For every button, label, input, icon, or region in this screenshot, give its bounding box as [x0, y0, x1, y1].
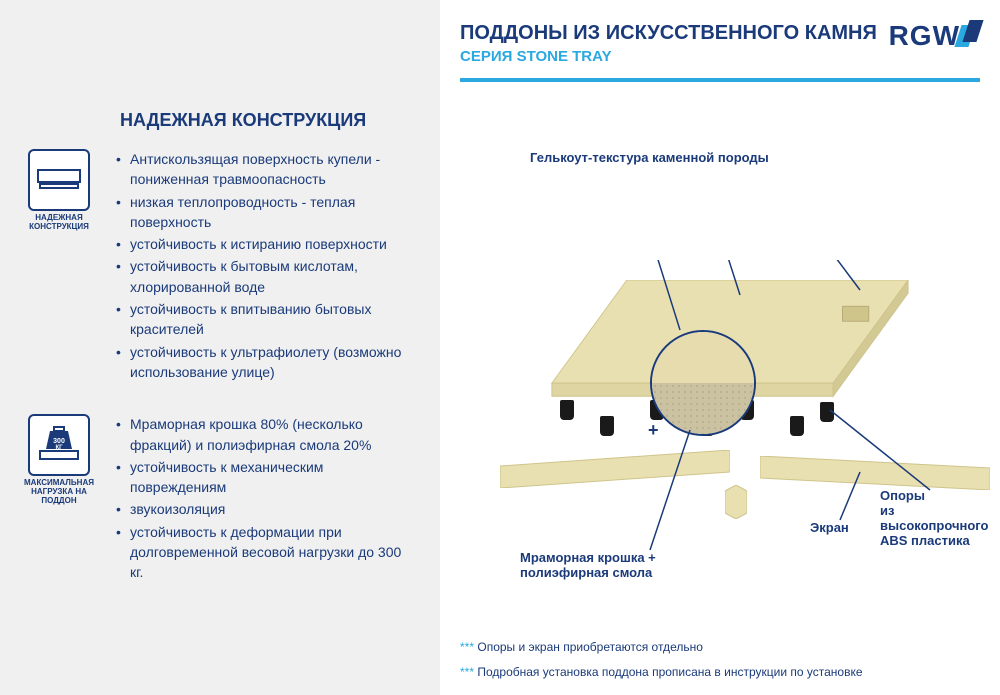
screen-panel-1: [500, 450, 730, 488]
list-item: Антискользящая поверхность купели - пони…: [116, 149, 410, 190]
weight-icon: 300 КГ: [28, 414, 90, 476]
icon-caption: МАКСИМАЛЬНАЯ НАГРУЗКА НА ПОДДОН: [20, 479, 98, 505]
right-panel: ПОДДОНЫ ИЗ ИСКУССТВЕННОГО КАМНЯ СЕРИЯ ST…: [440, 0, 1000, 695]
callout-legs: Опоры из высокопрочного ABS пластика: [880, 488, 990, 548]
callout-line: из высокопрочного: [880, 503, 988, 533]
icon-caption-line: МАКСИМАЛЬНАЯ: [24, 478, 94, 487]
product-diagram: Гелькоут-текстура каменной породы: [460, 150, 980, 580]
callout-line: Опоры: [880, 488, 925, 503]
callout-line: ABS пластика: [880, 533, 970, 548]
icon-caption-line: НАГРУЗКА НА ПОДДОН: [31, 487, 87, 505]
footnote-text: Опоры и экран приобретаются отдельно: [477, 640, 703, 654]
page-title: ПОДДОНЫ ИЗ ИСКУССТВЕННОГО КАМНЯ: [460, 22, 877, 45]
tray-leg: [820, 402, 834, 422]
left-panel: НАДЕЖНАЯ КОНСТРУКЦИЯ НАДЕЖНАЯ КОНСТРУКЦИ…: [0, 0, 440, 695]
icon-caption: НАДЕЖНАЯ КОНСТРУКЦИЯ: [29, 214, 89, 232]
list-item: устойчивость к механическим повреждениям: [116, 457, 410, 498]
left-title: НАДЕЖНАЯ КОНСТРУКЦИЯ: [120, 110, 410, 131]
icon-box-construction: НАДЕЖНАЯ КОНСТРУКЦИЯ: [20, 149, 98, 232]
callout-composite: Мраморная крошка + полиэфирная смола: [520, 550, 656, 580]
callout-gelcoat: Гелькоут-текстура каменной породы: [530, 150, 769, 165]
icon-caption-line: КОНСТРУКЦИЯ: [29, 222, 89, 231]
feature-block-construction: НАДЕЖНАЯ КОНСТРУКЦИЯ Антискользящая пове…: [20, 149, 410, 384]
icon-box-load: 300 КГ МАКСИМАЛЬНАЯ НАГРУЗКА НА ПОДДОН: [20, 414, 98, 505]
list-item: Мраморная крошка 80% (несколько фракций)…: [116, 414, 410, 455]
footnote-1: *** Опоры и экран приобретаются отдельно: [460, 640, 703, 654]
list-item: устойчивость к ультрафиолету (возможно и…: [116, 342, 410, 383]
plus-icon: +: [648, 420, 668, 440]
icon-caption-line: НАДЕЖНАЯ: [35, 213, 82, 222]
footnote-text: Подробная установка поддона прописана в …: [477, 665, 862, 679]
footnote-stars: ***: [460, 640, 474, 654]
logo-text: RGW: [889, 20, 960, 52]
svg-text:300: 300: [53, 438, 65, 445]
footnote-stars: ***: [460, 665, 474, 679]
footnote-2: *** Подробная установка поддона прописан…: [460, 665, 863, 679]
callout-screen: Экран: [810, 520, 849, 535]
header-rule: [460, 78, 980, 82]
list-item: низкая теплопроводность - теплая поверхн…: [116, 192, 410, 233]
logo: RGW: [889, 20, 980, 52]
callout-line: полиэфирная смола: [520, 565, 652, 580]
callout-line: Мраморная крошка +: [520, 550, 656, 565]
screen-panel-2: [760, 456, 990, 490]
list-item: устойчивость к бытовым кислотам, хлориро…: [116, 256, 410, 297]
list-item: звукоизоляция: [116, 499, 410, 519]
bullet-list: Антискользящая поверхность купели - пони…: [116, 149, 410, 384]
logo-shape-icon: [962, 20, 983, 42]
list-item: устойчивость к деформации при долговреме…: [116, 522, 410, 583]
page-subtitle: СЕРИЯ STONE TRAY: [460, 48, 612, 65]
tray-leg: [790, 416, 804, 436]
tray-icon: [28, 149, 90, 211]
feature-block-load: 300 КГ МАКСИМАЛЬНАЯ НАГРУЗКА НА ПОДДОН М…: [20, 414, 410, 584]
list-item: устойчивость к истиранию поверхности: [116, 234, 410, 254]
tray-wrap: +: [500, 260, 960, 480]
corner-block: [725, 485, 747, 519]
tray-leg: [560, 400, 574, 420]
list-item: устойчивость к впитыванию бытовых красит…: [116, 299, 410, 340]
bullet-list: Мраморная крошка 80% (несколько фракций)…: [116, 414, 410, 584]
tray-leg: [600, 416, 614, 436]
